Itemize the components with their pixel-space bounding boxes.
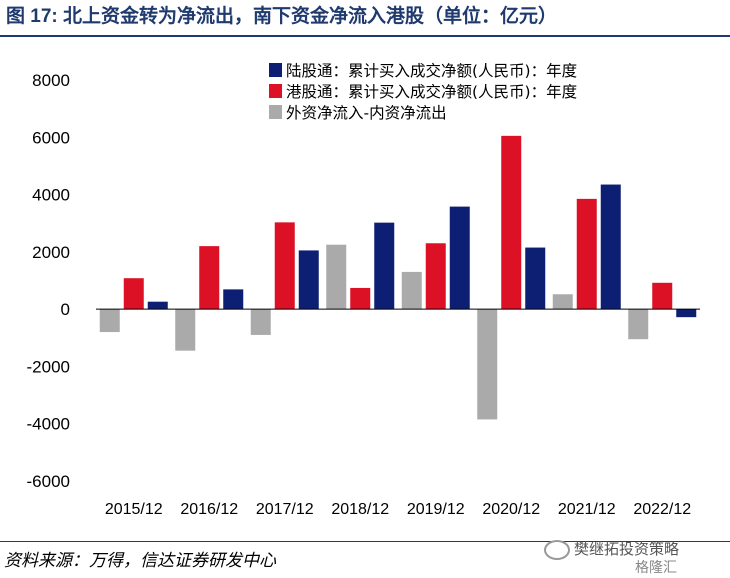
- bar: [250, 309, 271, 335]
- title-divider: [0, 35, 730, 37]
- bar: [477, 309, 498, 420]
- y-tick-label: 2000: [32, 243, 70, 262]
- bar: [298, 250, 319, 310]
- chart-title: 图 17: 北上资金转为净流出，南下资金净流入港股（单位：亿元）: [6, 6, 558, 27]
- watermark-account: 樊继拓投资策略: [574, 541, 680, 558]
- x-tick-label: 2019/12: [407, 501, 465, 518]
- y-tick-label: 4000: [32, 186, 70, 205]
- bar: [223, 289, 244, 310]
- legend-swatch: [269, 105, 282, 119]
- bar: [600, 184, 621, 310]
- legend: 陆股通：累计买入成交净额(人民币)：年度港股通：累计买入成交净额(人民币)：年度…: [269, 62, 577, 122]
- legend-label: 陆股通：累计买入成交净额(人民币)：年度: [286, 62, 577, 80]
- x-axis: 2015/12 2016/12 2017/12 2018/12 2019/12 2020/…: [96, 308, 700, 518]
- legend-label: 外资净流入-内资净流出: [286, 104, 447, 122]
- bar: [652, 282, 673, 310]
- bar: [326, 244, 347, 310]
- wechat-logo-icon: [544, 540, 570, 560]
- x-tick-label: 2015/12: [105, 501, 163, 518]
- bar: [449, 206, 470, 310]
- watermark: 樊继拓投资策略 格隆汇: [540, 536, 710, 576]
- x-tick-label: 2020/12: [482, 501, 540, 518]
- source-note: 资料来源：万得，信达证券研发中心: [4, 551, 276, 571]
- bar-chart: 8000 6000 4000 2000 0 -2000 -4000 -6000 2015/12…: [27, 62, 700, 518]
- x-tick-label: 2017/12: [256, 501, 314, 518]
- bar: [552, 294, 573, 310]
- x-tick-label: 2016/12: [180, 501, 238, 518]
- bar: [99, 309, 120, 333]
- x-tick-label: 2018/12: [331, 501, 389, 518]
- legend-swatch: [269, 63, 282, 77]
- y-axis: 8000 6000 4000 2000 0 -2000 -4000 -6000: [27, 71, 70, 491]
- y-tick-label: -4000: [27, 415, 70, 434]
- bar: [274, 222, 295, 310]
- bar: [350, 287, 371, 310]
- bar: [525, 247, 546, 310]
- watermark-brand: 格隆汇: [635, 559, 677, 575]
- bar: [401, 271, 422, 310]
- y-tick-label: -6000: [27, 472, 70, 491]
- x-tick-label: 2022/12: [633, 501, 691, 518]
- bar: [199, 246, 220, 310]
- bar: [374, 222, 395, 310]
- bar: [147, 301, 168, 310]
- bar: [425, 243, 446, 310]
- bar: [501, 135, 522, 310]
- legend-swatch: [269, 84, 282, 98]
- bar: [123, 278, 144, 310]
- y-tick-label: 6000: [32, 128, 70, 147]
- bar: [175, 309, 196, 351]
- legend-label: 港股通：累计买入成交净额(人民币)：年度: [286, 83, 577, 101]
- bar: [676, 309, 697, 318]
- bar: [576, 198, 597, 310]
- y-tick-label: -2000: [27, 357, 70, 376]
- y-tick-label: 8000: [32, 71, 70, 90]
- y-tick-label: 0: [61, 300, 70, 319]
- x-tick-label: 2021/12: [558, 501, 616, 518]
- bars: [99, 135, 697, 420]
- footer-divider: [0, 541, 730, 542]
- bar: [628, 309, 649, 340]
